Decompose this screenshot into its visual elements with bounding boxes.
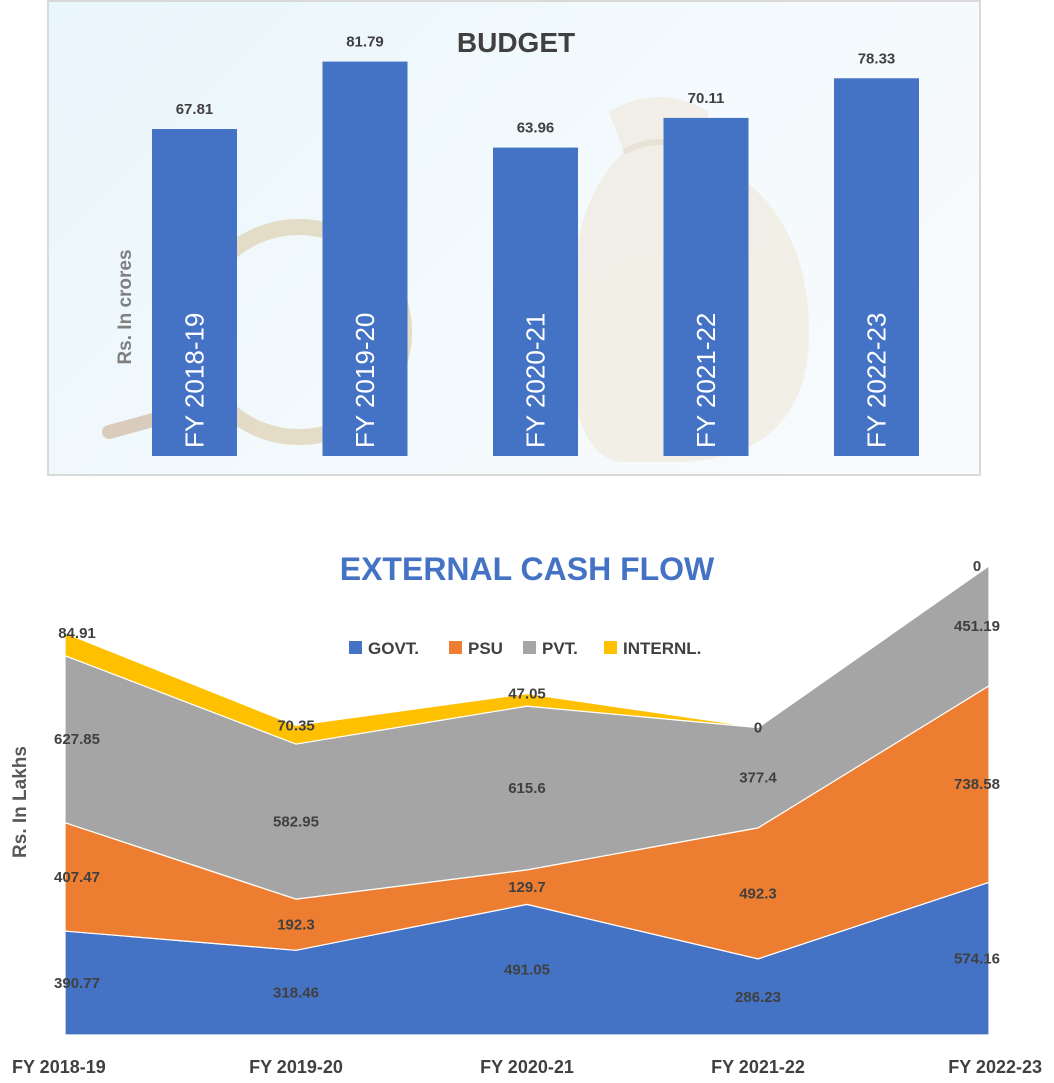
x-axis-tick-label: FY 2018-19	[12, 1057, 106, 1077]
legend-swatch	[449, 641, 462, 654]
budget-bar	[493, 147, 578, 456]
x-axis-tick-label: FY 2021-22	[711, 1057, 805, 1077]
data-label-psu: 129.7	[508, 879, 546, 896]
area-internl	[64, 565, 990, 745]
budget-category-label: FY 2019-20	[350, 313, 380, 448]
data-label-internl: 47.05	[508, 686, 546, 703]
budget-value-label: 70.11	[688, 90, 725, 107]
cash-flow-legend: GOVT. PSU PVT. INTERNL.	[349, 639, 701, 658]
budget-chart-panel: BUDGET Rs. In crores 67.81 FY 2018-19 81.7…	[47, 0, 981, 476]
cash-flow-x-axis: FY 2018-19 FY 2019-20 FY 2020-21 FY 2021-22…	[12, 1057, 1042, 1077]
data-label-internl: 0	[973, 558, 981, 575]
x-axis-tick-label: FY 2020-21	[480, 1057, 574, 1077]
budget-bar	[152, 129, 237, 456]
legend-swatch	[523, 641, 536, 654]
budget-y-axis-label: Rs. In crores	[115, 249, 136, 364]
budget-category-label: FY 2022-23	[862, 313, 892, 448]
cash-flow-y-axis-label: Rs. In Lakhs	[10, 746, 31, 858]
external-cash-flow-chart: EXTERNAL CASH FLOW GOVT. PSU PVT. INTERNL. …	[10, 551, 1042, 1077]
budget-chart: BUDGET Rs. In crores 67.81 FY 2018-19 81.7…	[102, 27, 919, 462]
data-label-internl: 0	[754, 720, 762, 737]
data-label-psu: 192.3	[277, 917, 315, 934]
data-label-pvt: 451.19	[954, 618, 1000, 635]
budget-category-label: FY 2020-21	[521, 313, 551, 448]
data-label-govt: 318.46	[273, 985, 319, 1002]
x-axis-tick-label: FY 2022-23	[948, 1057, 1042, 1077]
data-label-internl: 84.91	[58, 625, 96, 642]
budget-value-label: 78.33	[858, 50, 896, 67]
legend-label: INTERNL.	[623, 639, 701, 658]
x-axis-tick-label: FY 2019-20	[249, 1057, 343, 1077]
budget-category-label: FY 2021-22	[691, 313, 721, 448]
cash-flow-data-labels: 390.77 318.46 491.05 286.23 574.16 407.47 192.…	[54, 558, 1000, 1006]
data-label-govt: 491.05	[504, 962, 550, 979]
data-label-pvt: 377.4	[739, 770, 777, 787]
data-label-pvt: 627.85	[54, 731, 100, 748]
data-label-govt: 390.77	[54, 975, 100, 992]
data-label-psu: 738.58	[954, 776, 1000, 793]
data-label-internl: 70.35	[277, 717, 315, 734]
data-label-psu: 407.47	[54, 869, 100, 886]
legend-label: GOVT.	[368, 639, 419, 658]
cash-flow-areas	[64, 564, 990, 1036]
data-label-govt: 574.16	[954, 951, 1000, 968]
data-label-pvt: 582.95	[273, 814, 319, 831]
data-label-govt: 286.23	[735, 989, 781, 1006]
budget-bars: 67.81 FY 2018-19 81.79 FY 2019-20 63.96 FY 20…	[152, 34, 919, 456]
legend-swatch	[349, 641, 362, 654]
cash-flow-title: EXTERNAL CASH FLOW	[340, 551, 715, 587]
legend-label: PVT.	[542, 639, 578, 658]
budget-bar	[663, 117, 749, 456]
budget-title: BUDGET	[457, 27, 575, 58]
data-label-pvt: 615.6	[508, 780, 546, 797]
legend-swatch	[604, 641, 617, 654]
budget-value-label: 63.96	[517, 120, 555, 137]
budget-bar	[834, 78, 919, 456]
budget-value-label: 81.79	[346, 34, 384, 51]
legend-label: PSU	[468, 639, 503, 658]
budget-category-label: FY 2018-19	[180, 313, 210, 448]
budget-value-label: 67.81	[176, 101, 214, 118]
budget-bar	[322, 61, 408, 456]
data-label-psu: 492.3	[739, 885, 777, 902]
